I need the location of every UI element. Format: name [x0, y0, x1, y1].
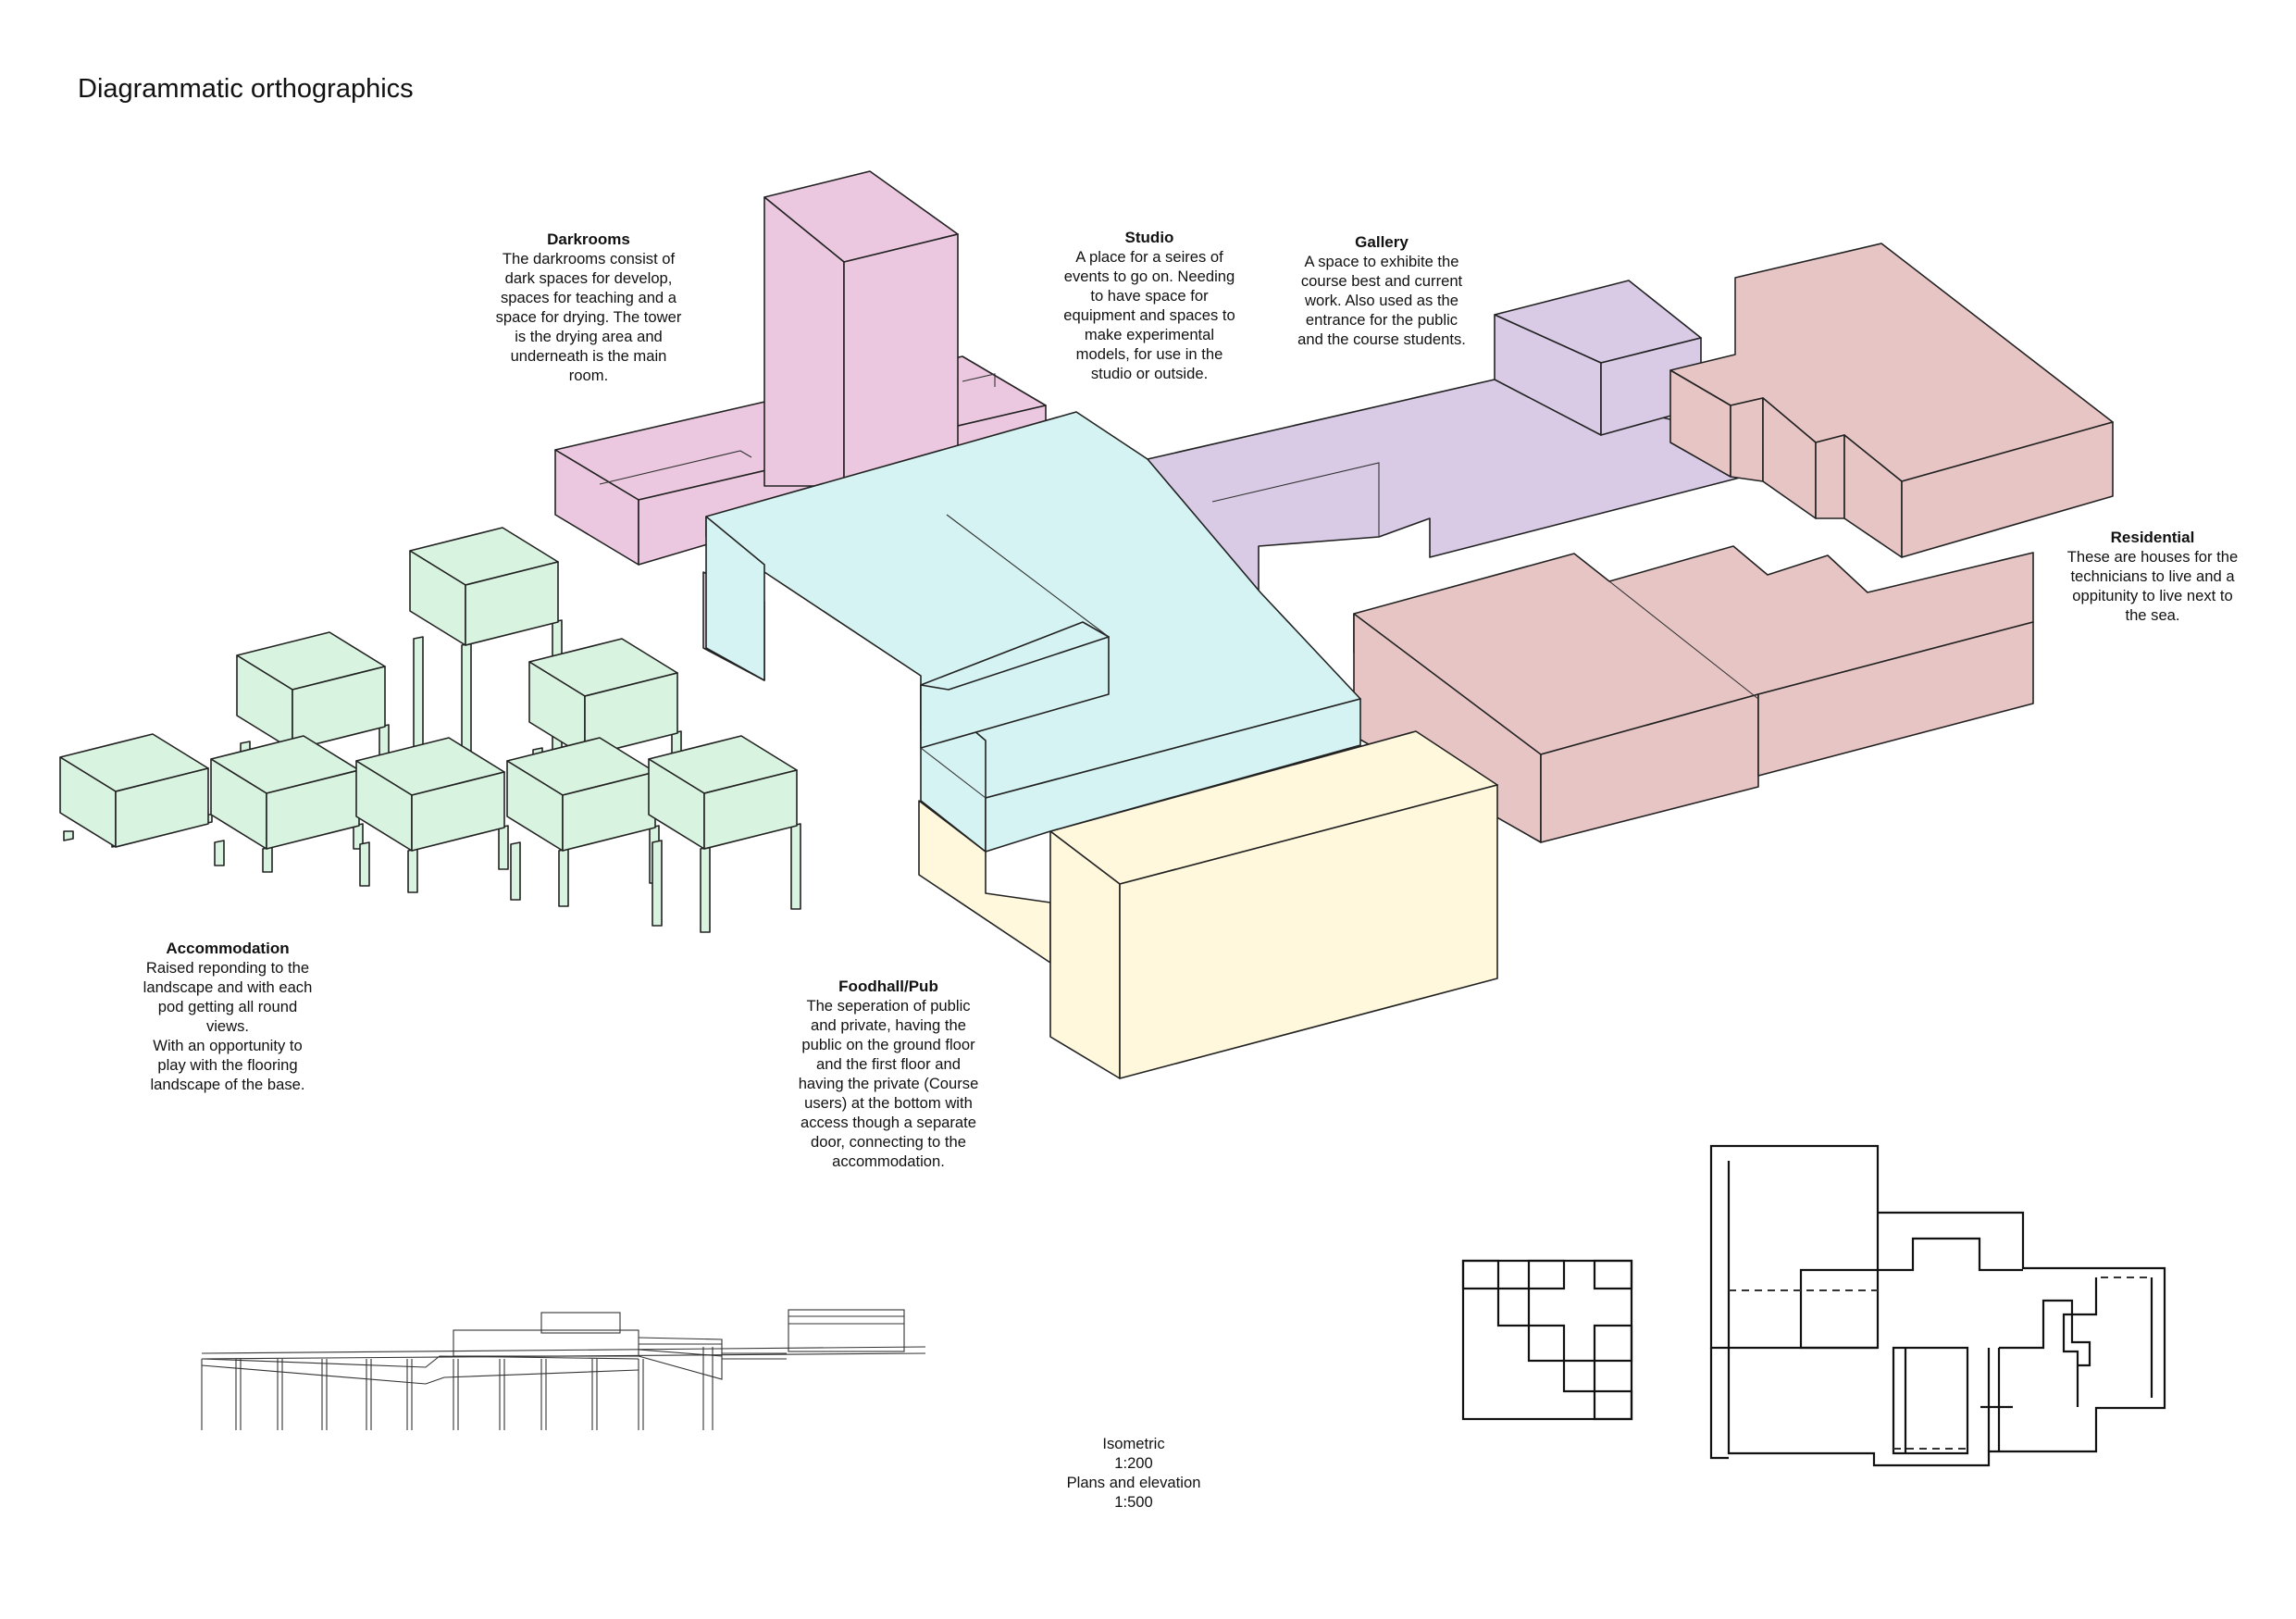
site-elevation	[201, 1309, 926, 1430]
gallery-annotation: Gallery A space to exhibite the course b…	[1280, 232, 1483, 349]
accommodation-title: Accommodation	[166, 940, 290, 957]
gallery-title: Gallery	[1355, 233, 1409, 251]
residential-block-upper	[1669, 243, 2114, 558]
gallery-massing	[1147, 280, 1741, 593]
darkrooms-massing	[554, 170, 1047, 681]
studio-title: Studio	[1124, 229, 1174, 246]
gallery-description: A space to exhibite the course best and …	[1297, 253, 1466, 348]
residential-description: These are houses for the technicians to …	[2066, 548, 2239, 624]
residential-annotation: Residential These are houses for the tec…	[2053, 528, 2253, 625]
accommodation-pod	[506, 737, 660, 907]
accommodation-annotation: Accommodation Raised reponding to the la…	[125, 939, 330, 1094]
studio-description: A place for a seires of events to go on.…	[1063, 248, 1235, 382]
main-building-plan	[1709, 1144, 2166, 1467]
darkrooms-title: Darkrooms	[547, 230, 630, 248]
accommodation-pod	[648, 735, 801, 933]
accommodation-plan	[1461, 1259, 1633, 1421]
darkrooms-description: The darkrooms consist of dark spaces for…	[495, 250, 682, 384]
darkrooms-annotation: Darkrooms The darkrooms consist of dark …	[483, 230, 694, 385]
accommodation-pod	[59, 733, 213, 848]
foodhall-description: The seperation of public and private, ha…	[798, 997, 979, 1170]
accommodation-description: Raised reponding to the landscape and wi…	[143, 959, 313, 1093]
residential-title: Residential	[2110, 529, 2195, 546]
foodhall-annotation: Foodhall/Pub The seperation of public an…	[782, 977, 995, 1171]
accommodation-pod	[210, 735, 364, 873]
accommodation-pod	[355, 737, 509, 893]
accommodation-pods	[59, 527, 801, 933]
page-title: Diagrammatic orthographics	[78, 74, 414, 104]
foodhall-title: Foodhall/Pub	[838, 978, 938, 995]
scale-note: Isometric 1:200 Plans and elevation 1:50…	[1066, 1435, 1201, 1511]
accommodation-pod	[236, 631, 390, 806]
foodhall-massing	[918, 730, 1498, 1079]
studio-annotation: Studio A place for a seires of events to…	[1047, 228, 1252, 383]
studio-massing	[705, 411, 1361, 853]
